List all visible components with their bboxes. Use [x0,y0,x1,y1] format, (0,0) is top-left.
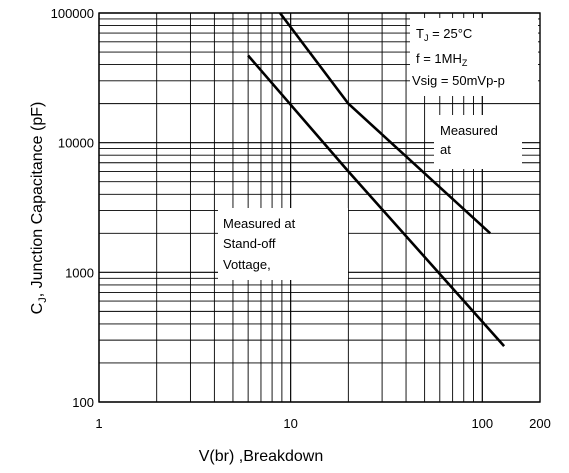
x-axis-title: V(br) ,Breakdown [199,448,324,465]
series-line [247,54,506,347]
measured-standoff-line1: Measured at [223,216,296,231]
tj-condition: TJ = 25°C [416,26,472,43]
conditions-annotation: TJ = 25°C f = 1MHZ Vsig = 50mVp-p [410,18,538,96]
measured-breakdown-annotation: Measured at [434,115,522,169]
measured-breakdown-line2: at [440,142,451,157]
y-tick-label: 1000 [65,265,94,280]
y-tick-labels: 100 1000 10000 100000 [51,6,94,410]
conditions-box [410,18,538,96]
measured-standoff-annotation: Measured at Stand-off Vottage, [218,208,348,280]
measured-standoff-line2: Stand-off [223,236,276,251]
measured-standoff-line3: Vottage, [223,257,271,272]
plot-frame [98,12,541,403]
y-axis-title: CJ, Junction Capacitance (pF) [29,102,49,315]
series-lines [247,12,506,347]
x-tick-label: 1 [95,416,102,431]
x-tick-label: 10 [283,416,297,431]
y-tick-label: 100000 [51,6,94,21]
y-tick-label: 10000 [58,136,94,151]
x-tick-label: 100 [471,416,493,431]
vsig-condition: Vsig = 50mVp-p [412,73,505,88]
measured-breakdown-box [434,115,522,169]
series-line [278,12,492,235]
measured-standoff-box [218,208,348,280]
frequency-condition: f = 1MHZ [416,51,468,68]
x-tick-label: 200 [529,416,551,431]
y-tick-label: 100 [72,395,94,410]
measured-breakdown-line1: Measured [440,123,498,138]
x-tick-labels: 1 10 100 200 [95,416,550,431]
